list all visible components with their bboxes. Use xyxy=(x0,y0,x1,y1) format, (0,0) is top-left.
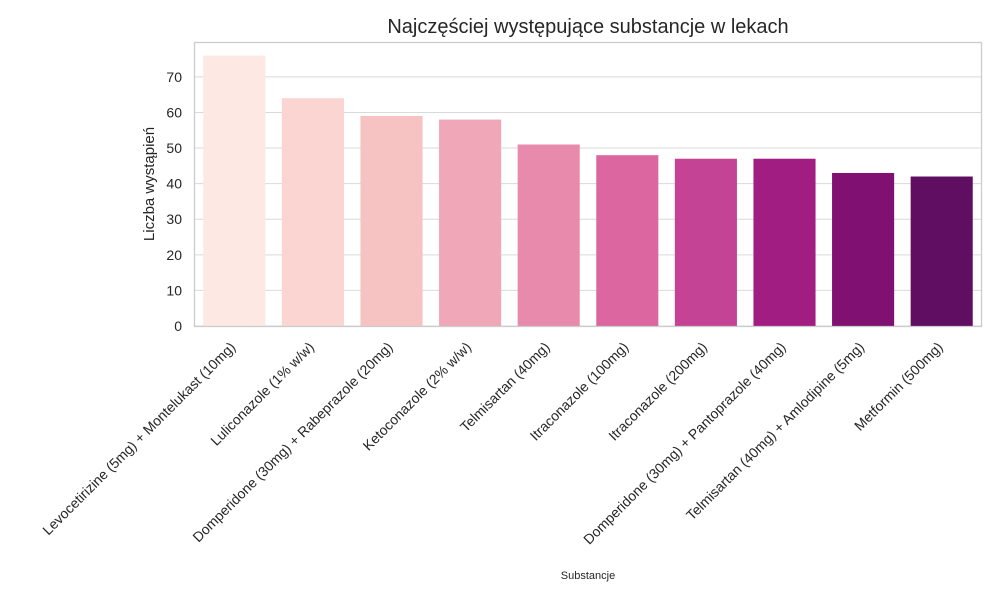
y-axis-label: Liczba wystąpień xyxy=(141,127,158,241)
chart-title: Najczęściej występujące substancje w lek… xyxy=(387,16,788,38)
y-tick-label: 40 xyxy=(166,176,182,192)
y-tick-label: 70 xyxy=(166,69,182,85)
bar xyxy=(910,176,973,326)
y-tick-label: 60 xyxy=(166,104,182,120)
bars xyxy=(203,55,973,327)
bar xyxy=(517,144,580,326)
plot-frame xyxy=(193,41,983,328)
x-axis-label: Substancje xyxy=(561,570,615,582)
y-tick-label: 10 xyxy=(166,282,182,298)
bar xyxy=(832,172,895,326)
y-tick-label: 20 xyxy=(166,247,182,263)
bar xyxy=(281,98,344,326)
y-tick-label: 50 xyxy=(166,140,182,156)
bar xyxy=(360,116,423,327)
bar xyxy=(203,55,266,327)
y-tick-label: 0 xyxy=(174,318,182,334)
bar xyxy=(753,158,816,326)
bar xyxy=(674,158,737,326)
y-tick-label: 30 xyxy=(166,211,182,227)
bar xyxy=(596,155,659,326)
bar xyxy=(439,119,502,327)
y-tick-labels: 0 10 20 30 40 50 60 70 xyxy=(166,69,182,334)
